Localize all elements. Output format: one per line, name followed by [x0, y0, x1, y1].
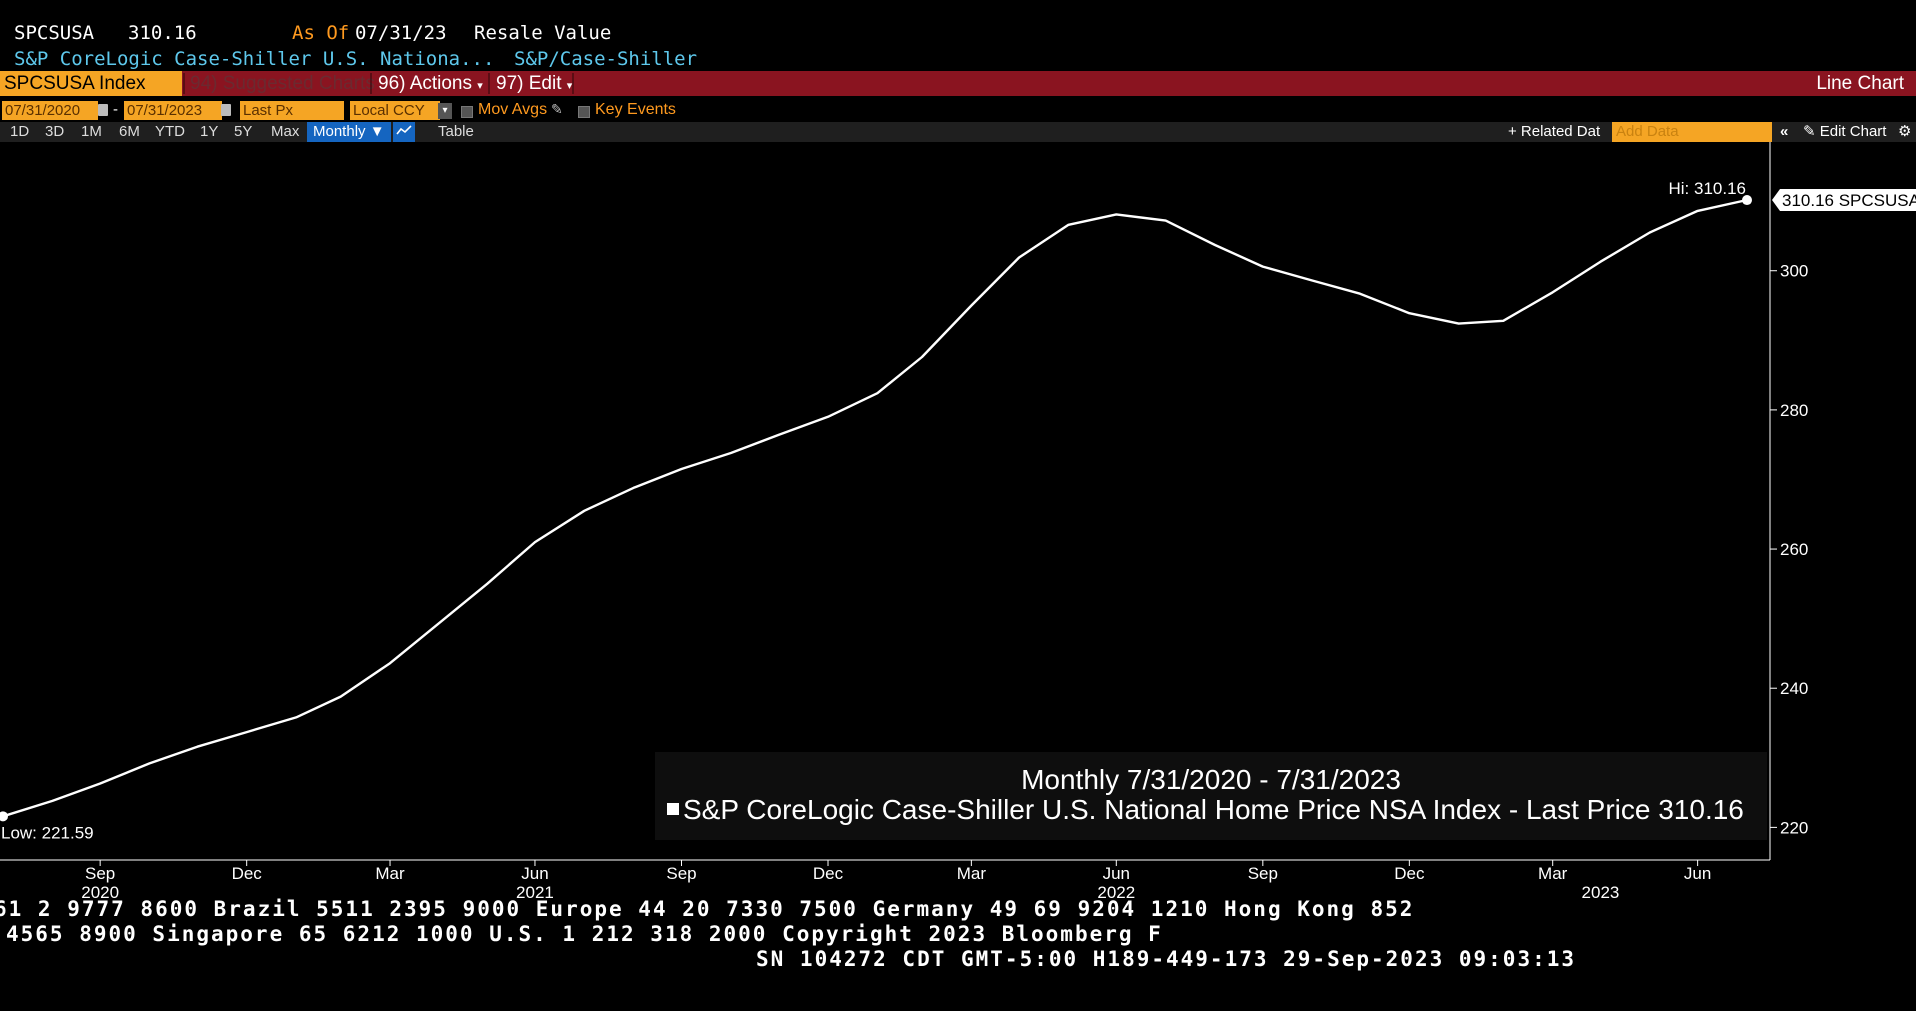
last-price-tag-text: 310.16 SPCSUSA: [1782, 191, 1916, 210]
x-tick-label: Jun: [1684, 864, 1711, 883]
frequency-selector[interactable]: Monthly ▼: [307, 122, 391, 142]
edit-chart-label: Edit Chart: [1819, 123, 1887, 140]
currency-selector[interactable]: Local CCY: [350, 101, 440, 120]
x-tick-label: Sep: [1248, 864, 1278, 883]
chart-type-label[interactable]: Line Chart: [1816, 73, 1904, 94]
y-tick-label: 300: [1780, 262, 1808, 281]
contact-ticker-line-1: 61 2 9777 8600 Brazil 5511 2395 9000 Eur…: [0, 897, 1415, 921]
date-dash: -: [113, 101, 118, 118]
key-events-label: Key Events: [595, 101, 676, 118]
series-line: [2, 198, 1748, 818]
y-axis: 220 240 260 280 300: [1770, 262, 1808, 837]
date-range-row: 07/31/2020 - 07/31/2023 Last Px Local CC…: [0, 101, 1916, 121]
range-1y-button[interactable]: 1Y: [200, 123, 219, 140]
legend-period: Monthly 7/31/2020 - 7/31/2023: [1021, 764, 1401, 795]
line-chart-icon[interactable]: [393, 122, 415, 142]
y-tick-label: 240: [1780, 679, 1808, 698]
chart-axes: [0, 142, 1771, 861]
start-date-input[interactable]: 07/31/2020: [2, 101, 98, 120]
value-type: Resale Value: [474, 22, 612, 44]
chevron-down-icon: ▾: [566, 80, 573, 92]
add-data-input[interactable]: Add Data: [1612, 122, 1772, 142]
x-tick-label: Jun: [1103, 864, 1130, 883]
legend-last-value: 310.16: [1658, 794, 1744, 825]
calendar-icon[interactable]: [98, 104, 108, 116]
x-year-label: 2022: [1097, 883, 1135, 902]
hi-marker: [1742, 195, 1752, 206]
last-price: 310.16: [128, 22, 197, 44]
chevron-down-icon: ▾: [477, 80, 483, 92]
x-tick-label: Sep: [85, 864, 115, 883]
y-tick-label: 220: [1780, 818, 1808, 837]
range-1d-button[interactable]: 1D: [10, 123, 30, 140]
series-color-swatch: [667, 802, 679, 815]
range-ytd-button[interactable]: YTD: [155, 123, 185, 140]
mov-avgs-checkbox[interactable]: [461, 106, 473, 118]
key-events-checkbox[interactable]: [578, 106, 590, 118]
legend-series[interactable]: S&P CoreLogic Case-Shiller U.S. National…: [667, 794, 1744, 826]
y-tick-label: 280: [1780, 401, 1808, 420]
legend-series-name: S&P CoreLogic Case-Shiller U.S. National…: [683, 794, 1651, 825]
session-info-line: SN 104272 CDT GMT-5:00 H189-449-173 29-S…: [756, 947, 1577, 971]
separator: [488, 73, 490, 94]
separator: [370, 73, 372, 94]
x-tick-label: Dec: [1394, 864, 1425, 883]
pencil-icon: ✎: [1803, 123, 1816, 140]
range-max-button[interactable]: Max: [271, 123, 300, 140]
x-tick-label: Sep: [666, 864, 696, 883]
range-toolbar: 1D 3D 1M 6M YTD 1Y 5Y Max Monthly ▼ Tabl…: [0, 122, 1916, 142]
low-annotation: Low: 221.59: [1, 823, 94, 842]
x-tick-label: Mar: [1538, 864, 1568, 883]
gear-icon[interactable]: ⚙: [1898, 123, 1912, 140]
line-chart-glyph: [396, 125, 412, 135]
pencil-icon[interactable]: ✎: [551, 101, 563, 117]
x-year-label: 2021: [516, 883, 554, 902]
related-data-button[interactable]: + Related Dat: [1508, 123, 1601, 140]
ticker-symbol: SPCSUSA: [14, 22, 95, 44]
x-year-label: 2020: [81, 883, 119, 902]
menu-bar: SPCSUSA Index 94) Suggested Charts 96) A…: [0, 71, 1916, 96]
range-1m-button[interactable]: 1M: [81, 123, 102, 140]
actions-button[interactable]: 96) Actions ▾: [378, 71, 483, 96]
x-tick-label: Mar: [375, 864, 405, 883]
range-5y-button[interactable]: 5Y: [234, 123, 253, 140]
last-price-tag: 310.16 SPCSUSA: [1772, 189, 1916, 212]
security-field[interactable]: SPCSUSA Index: [0, 71, 182, 96]
x-tick-label: Dec: [813, 864, 844, 883]
field-selector[interactable]: Last Px: [240, 101, 344, 120]
actions-label: 96) Actions: [378, 73, 472, 94]
x-tick-label: Dec: [232, 864, 263, 883]
line-chart: Sep Dec Mar Jun Sep Dec Mar Jun Sep Dec Mar Jun 2020…: [0, 142, 1916, 902]
hi-annotation: Hi: 310.16: [1669, 179, 1747, 198]
edit-button[interactable]: 97) Edit ▾: [496, 71, 572, 96]
separator: [183, 73, 185, 94]
low-marker: [0, 811, 8, 822]
table-button[interactable]: Table: [438, 123, 474, 140]
mov-avgs-label: Mov Avgs: [478, 101, 548, 118]
x-tick-label: Mar: [957, 864, 987, 883]
security-name[interactable]: S&P CoreLogic Case-Shiller U.S. Nationa.…: [14, 48, 495, 70]
x-axis: Sep Dec Mar Jun Sep Dec Mar Jun Sep Dec Mar Jun 2020…: [81, 860, 1711, 902]
separator: [572, 73, 574, 94]
chevron-down-icon[interactable]: ▾: [438, 103, 452, 119]
range-3d-button[interactable]: 3D: [45, 123, 65, 140]
as-of-date: 07/31/23: [355, 22, 447, 44]
edit-label: 97) Edit: [496, 73, 562, 94]
last-price-tag-bg: [1772, 189, 1916, 212]
suggested-charts-button[interactable]: 94) Suggested Charts: [190, 73, 375, 94]
calendar-icon[interactable]: [221, 104, 231, 116]
as-of-label: As Of: [292, 22, 350, 44]
collapse-icon[interactable]: «: [1780, 123, 1789, 140]
contact-ticker-line-2: 4565 8900 Singapore 65 6212 1000 U.S. 1 …: [6, 922, 1163, 946]
edit-chart-button[interactable]: ✎ Edit Chart: [1803, 122, 1886, 142]
end-date-input[interactable]: 07/31/2023: [124, 101, 222, 120]
chart-legend: Monthly 7/31/2020 - 7/31/2023 S&P CoreLo…: [655, 752, 1767, 840]
x-tick-label: Jun: [521, 864, 548, 883]
range-6m-button[interactable]: 6M: [119, 123, 140, 140]
x-year-label: 2023: [1582, 883, 1620, 902]
source-link[interactable]: S&P/Case-Shiller: [514, 48, 698, 70]
y-tick-label: 260: [1780, 540, 1808, 559]
